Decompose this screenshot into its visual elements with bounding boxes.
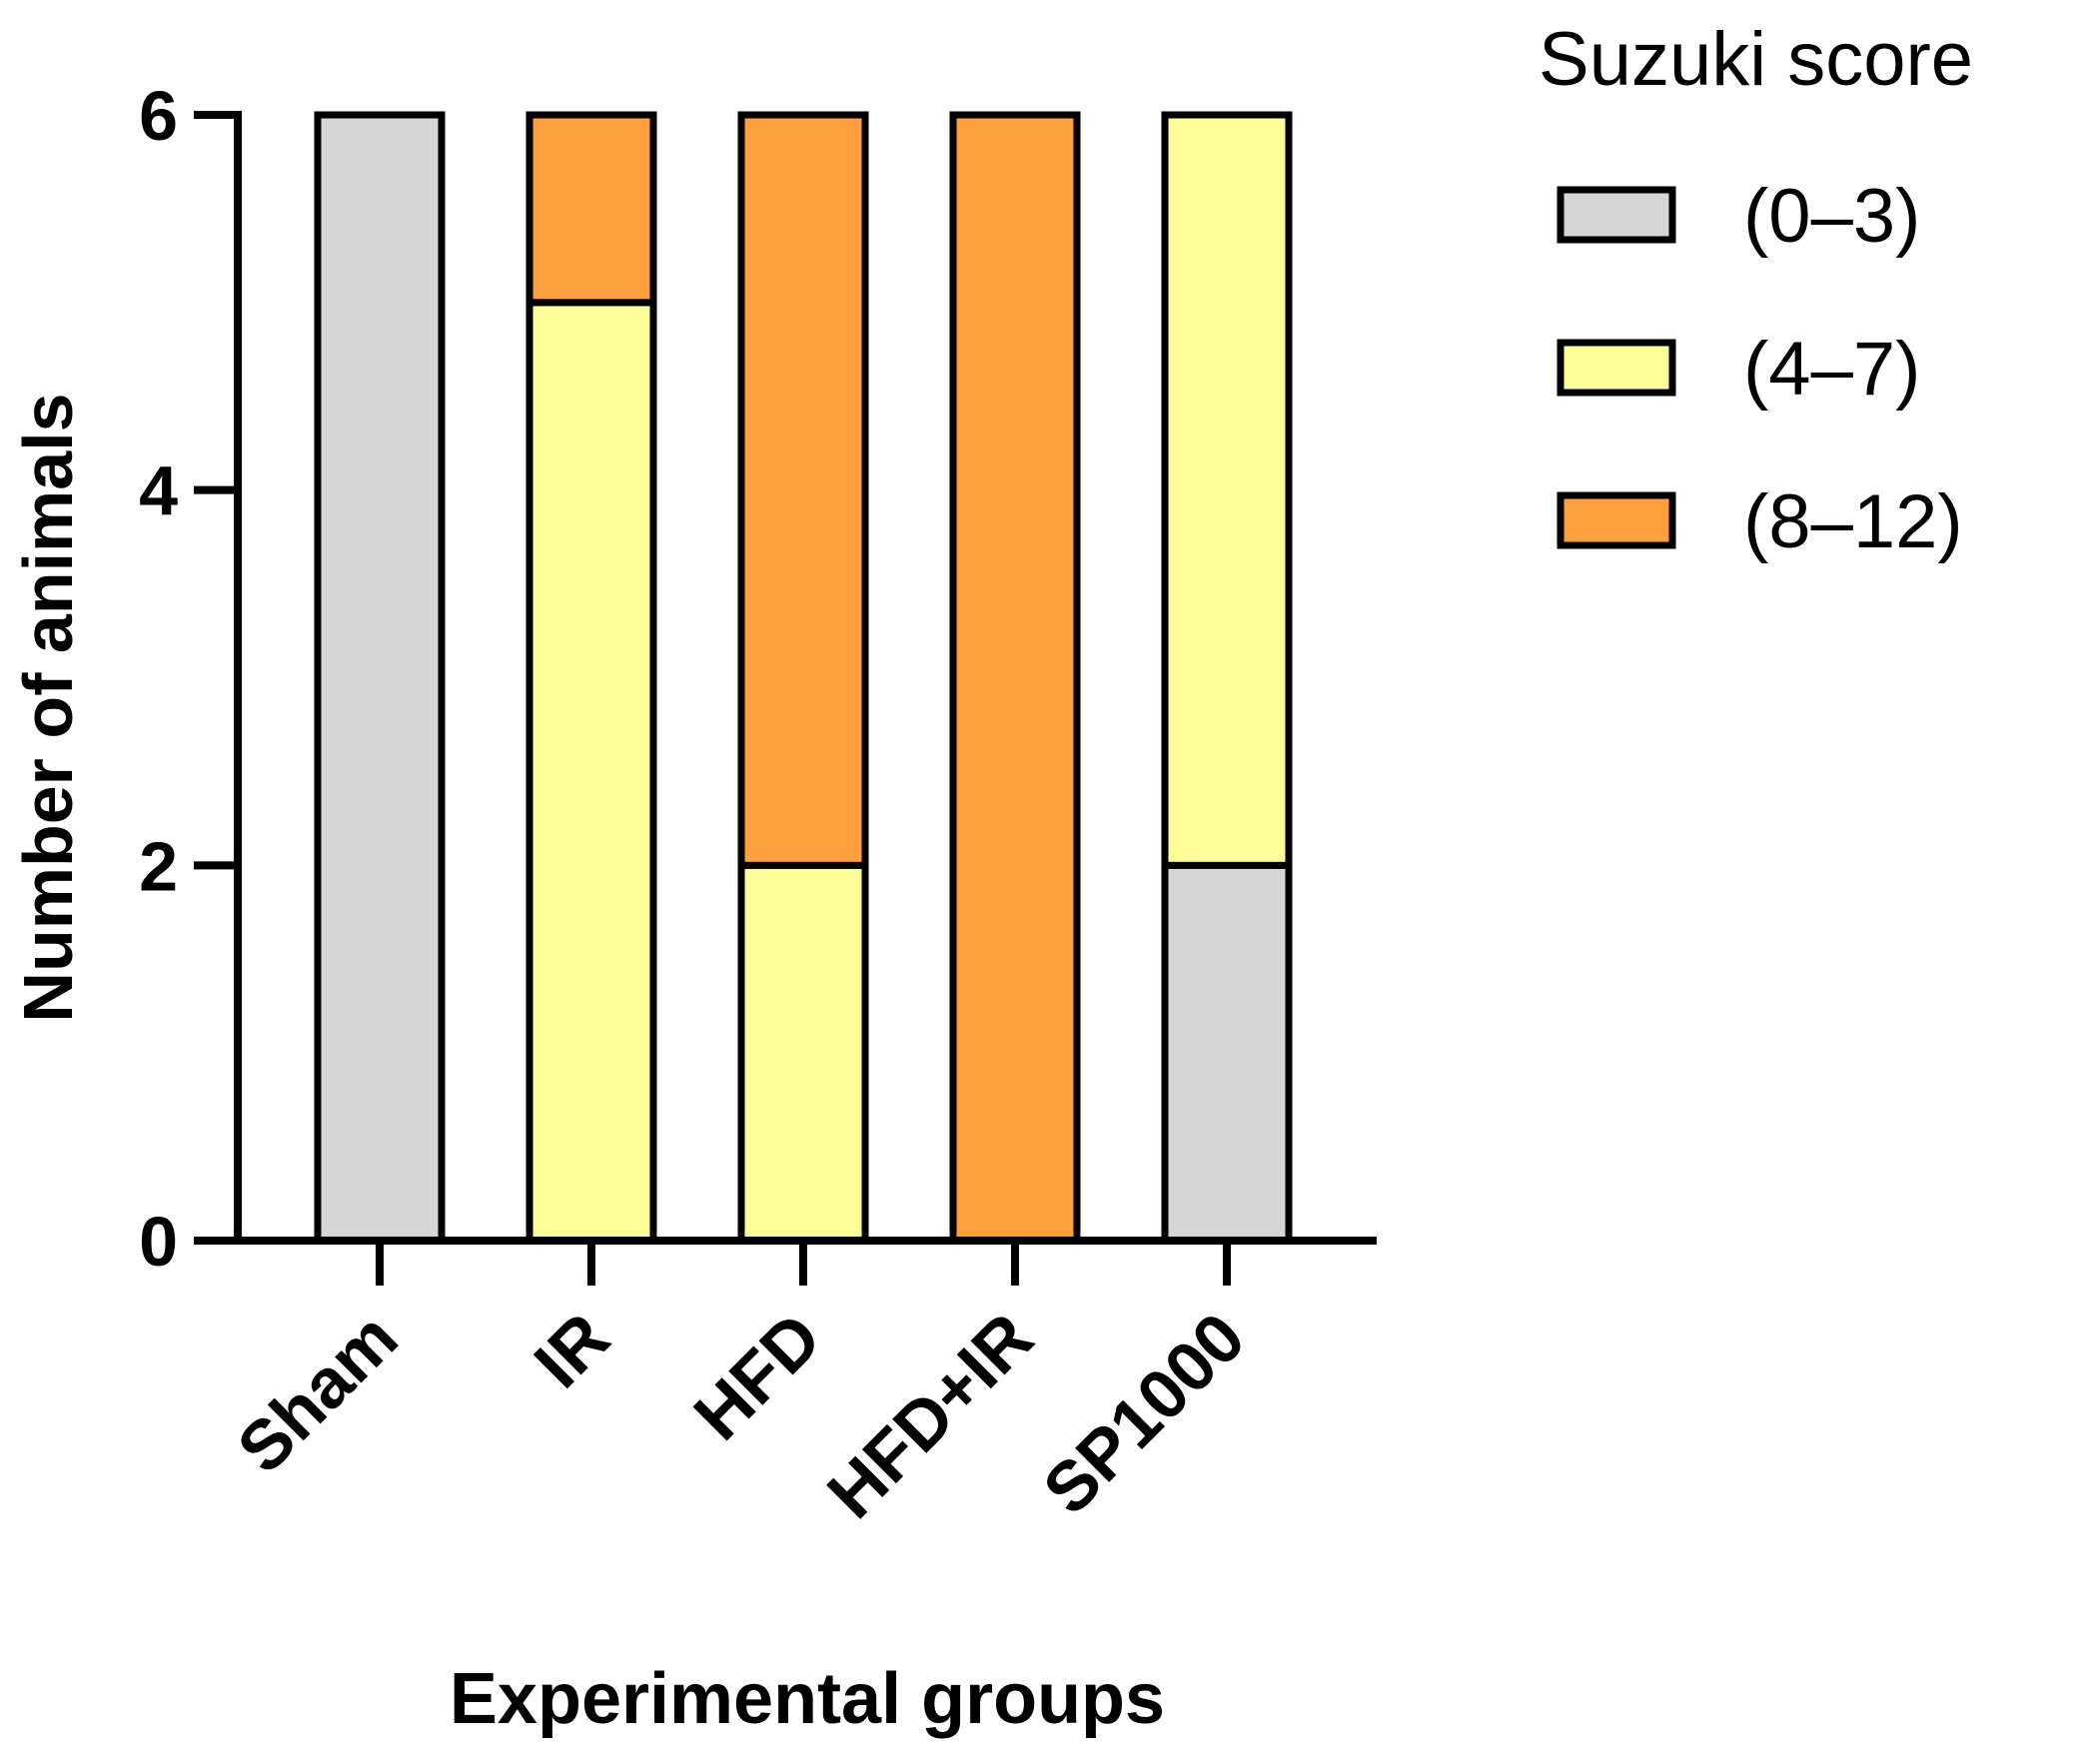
bars-layer: [314, 111, 1293, 1245]
legend-items: (0–3) (4–7) (8–12): [1557, 174, 1963, 564]
y-tick-label: 4: [139, 452, 178, 530]
x-tick-label: SP1000: [1028, 1298, 1259, 1528]
bar-segment: [1161, 861, 1293, 1245]
legend-swatch: [1557, 186, 1676, 244]
bar-segment: [314, 111, 446, 1245]
bar-segment: [737, 111, 869, 869]
x-axis-title: Experimental groups: [450, 1659, 1165, 1739]
legend-label: (4–7): [1743, 327, 1920, 412]
x-tick-label: HFD: [679, 1298, 836, 1454]
legend-swatch: [1557, 491, 1676, 549]
y-tick-label: 6: [139, 77, 178, 155]
y-ticks: 0 2 4 6: [139, 77, 238, 1281]
legend-label: (8–12): [1743, 479, 1963, 564]
bar-segment: [525, 299, 657, 1245]
bar-segment: [525, 111, 657, 307]
legend-label: (0–3): [1743, 174, 1920, 259]
bar-segment: [949, 111, 1081, 1245]
legend: Suzuki score (0–3) (4–7) (8–12): [1539, 17, 1973, 564]
bar-segment: [1161, 111, 1293, 869]
x-tick-label: HFD+IR: [812, 1298, 1047, 1532]
y-tick-label: 2: [139, 827, 178, 905]
legend-swatch: [1557, 339, 1676, 397]
x-tick-label: Sham: [223, 1298, 413, 1487]
bar-segment: [737, 861, 869, 1245]
x-tick-label: IR: [520, 1298, 624, 1402]
y-tick-label: 0: [139, 1203, 178, 1281]
legend-title: Suzuki score: [1539, 17, 1973, 102]
y-axis-title: Number of animals: [9, 393, 87, 1022]
